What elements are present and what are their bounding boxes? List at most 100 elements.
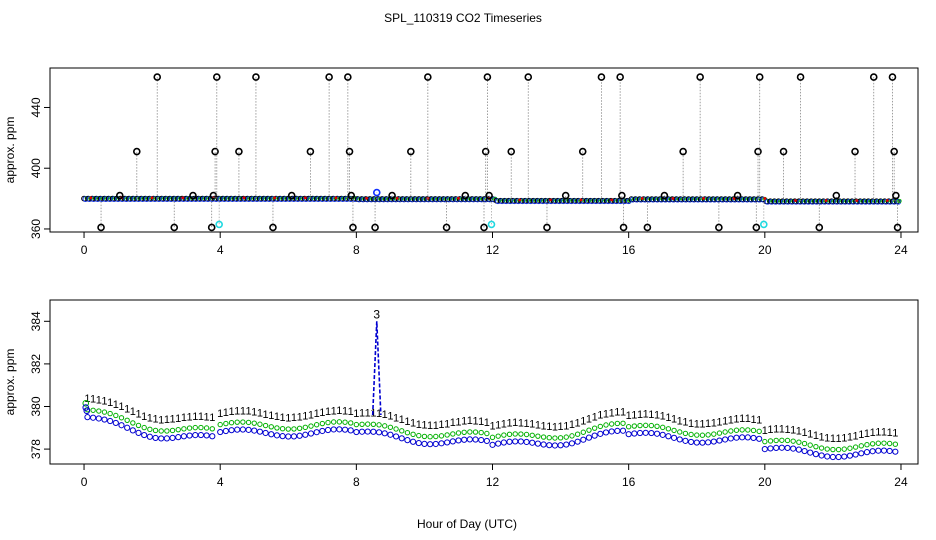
top-x-tick-label: 24 <box>894 243 908 257</box>
top-y-axis-label: approx. ppm <box>3 117 17 184</box>
top-outlier-point <box>170 223 179 232</box>
bottom-series-3-blue-point <box>727 435 734 442</box>
bottom-series-3-blue-point <box>112 419 119 427</box>
bottom-series-2-green-point <box>852 444 859 450</box>
bottom-series-1-red-point: 1 <box>455 416 461 428</box>
bottom-series-2-green-point <box>801 440 808 447</box>
bottom-series-1-red-point: 1 <box>631 409 637 421</box>
bottom-series-1-red-point: 1 <box>609 407 615 419</box>
top-outlier-point <box>890 147 898 156</box>
bottom-series-2-green-point <box>597 423 604 430</box>
top-baseline-point-red <box>855 199 859 202</box>
top-outlier-point <box>618 191 626 200</box>
bottom-series-3-blue-point <box>619 427 627 434</box>
bottom-series-2-green-point <box>421 433 428 440</box>
top-outlier-point <box>345 147 354 156</box>
bottom-series-3-blue-point <box>500 439 507 446</box>
top-baseline-point-red <box>365 196 368 200</box>
top-x-tick-label: 8 <box>353 243 360 257</box>
bottom-series-1-red-point: 1 <box>699 419 705 431</box>
bottom-series-1-red-point: 1 <box>796 425 802 437</box>
top-baseline-point-red <box>610 198 614 202</box>
bottom-series-2-green-point <box>478 429 484 436</box>
bottom-series-2-green-point <box>699 432 706 438</box>
bottom-series-2-green-point <box>399 428 405 434</box>
bottom-series-2-green-point <box>461 429 467 435</box>
top-baseline-point-red <box>548 198 552 202</box>
bottom-series-1-red-point: 1 <box>169 414 175 426</box>
bottom-series-1-red-point: 1 <box>836 433 842 445</box>
top-baseline-point-red <box>150 196 154 200</box>
bottom-series-2-green-point <box>302 424 309 431</box>
bottom-series-3-blue-point <box>421 440 428 447</box>
bottom-series-2-green-point <box>382 423 388 429</box>
bottom-series-2-green-point <box>824 446 830 452</box>
bottom-series-1-red-point: 1 <box>813 430 819 442</box>
bottom-series-2-green-point <box>192 424 198 431</box>
bottom-series-3-blue-point <box>892 448 899 455</box>
bottom-series-1-red-point: 1 <box>489 421 495 433</box>
bottom-series-3-blue-point <box>404 437 411 444</box>
bottom-series-3-blue-point <box>118 422 125 429</box>
bottom-series-3-blue-point <box>478 436 485 444</box>
bottom-series-2-green-point <box>665 426 672 432</box>
bottom-series-2-green-point <box>569 433 575 439</box>
top-outlier-point <box>660 191 669 200</box>
top-outlier-point <box>235 147 243 156</box>
bottom-series-3-blue-point <box>129 427 136 434</box>
bottom-series-1-red-point: 1 <box>552 421 558 433</box>
bottom-series-1-red-point: 1 <box>158 414 164 426</box>
top-outlier-point <box>461 191 470 200</box>
bottom-series-1-red-point: 1 <box>467 415 473 427</box>
bottom-series-2-green-point <box>535 433 541 439</box>
bottom-series-3-blue-point <box>846 452 854 459</box>
top-outlier-point <box>893 223 902 232</box>
top-outlier-point <box>306 147 315 156</box>
bottom-series-3-blue-point <box>370 428 377 435</box>
bottom-series-1-red-point: 1 <box>228 406 234 418</box>
bottom-series-1-red-point: 1 <box>671 414 677 426</box>
bottom-series-1-red-point: 1 <box>438 419 444 431</box>
bottom-series-3-blue-point <box>608 428 615 435</box>
bottom-series-1-red-point: 1 <box>444 418 450 430</box>
top-y-tick-label: 400 <box>29 158 43 178</box>
bottom-series-3-blue-point <box>290 433 298 440</box>
bottom-series-3-blue-point <box>192 431 199 439</box>
bottom-series-3-blue-point <box>886 447 893 455</box>
bottom-series-1-red-point: 1 <box>113 399 119 411</box>
top-outlier-point <box>524 73 533 81</box>
bottom-series-2-green-point <box>285 426 291 432</box>
bottom-series-1-red-point: 1 <box>209 412 215 424</box>
bottom-series-1-red-point: 1 <box>705 418 711 430</box>
bottom-series-3-blue-point <box>375 429 383 436</box>
top-baseline-point-red <box>89 196 93 200</box>
top-outlier-point <box>480 223 488 232</box>
bottom-series-3-blue-point <box>756 435 763 442</box>
bottom-series-3-blue-point <box>585 434 593 441</box>
top-outlier-point <box>287 191 296 200</box>
bottom-series-2-green-point <box>313 422 320 428</box>
bottom-series-1-red-point: 1 <box>291 412 297 424</box>
bottom-series-3-blue-point <box>795 446 802 453</box>
bottom-series-2-green-point <box>886 440 893 447</box>
bottom-series-3-blue-point <box>512 438 519 445</box>
top-outlier-point <box>189 191 197 200</box>
top-outlier-point <box>349 223 357 232</box>
top-baseline-point-red <box>702 197 705 200</box>
bottom-series-3-blue-point <box>597 430 604 437</box>
bottom-series-1-red-point: 1 <box>130 406 136 418</box>
bottom-series-3-blue-point <box>146 433 153 440</box>
bottom-series-3-blue-point <box>773 444 780 452</box>
bottom-series-2-green-point <box>186 425 193 431</box>
bottom-series-2-green-point <box>489 434 496 441</box>
bottom-series-3-blue-point <box>807 449 814 456</box>
bottom-series-1-red-point: 1 <box>569 419 575 431</box>
bottom-series-3-blue-point <box>495 440 502 447</box>
top-outlier-point <box>207 223 216 232</box>
top-outlier-point <box>212 73 221 81</box>
top-outlier-point <box>209 191 218 200</box>
bottom-series-1-red-point: 1 <box>807 428 813 440</box>
bottom-series-1-red-point: 1 <box>523 418 529 430</box>
bottom-series-1-red-point: 1 <box>858 429 864 441</box>
bottom-series-3-blue-point <box>152 434 159 442</box>
